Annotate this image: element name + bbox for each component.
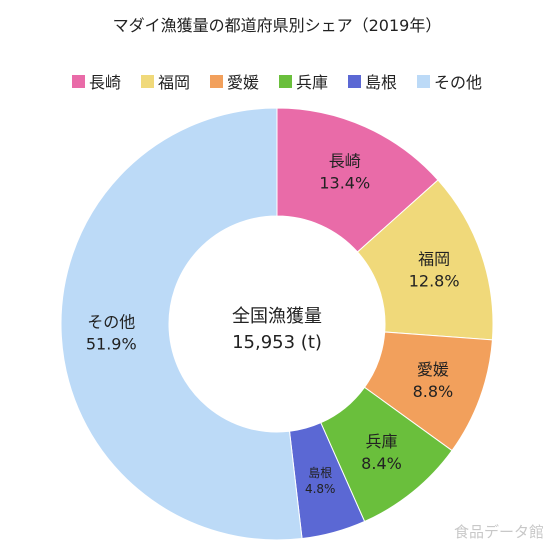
legend-label: 愛媛 [226,73,259,92]
slice-labels-group: 長崎 13.4% 福岡 12.8% 愛媛 8.8% 兵庫 8.4% 島根 4.8% その他 51.9% [86,151,460,496]
slice-label-value-ehime: 8.8% [413,382,454,401]
legend-item-other: その他 [417,70,482,92]
slice-label-name-hyogo: 兵庫 [366,432,398,451]
center-label-title: 全国漁獲量 [232,306,322,327]
slice-label-value-hyogo: 8.4% [361,454,402,473]
legend-item-ehime: 愛媛 [209,70,259,92]
legend-label: 福岡 [157,73,190,92]
slice-label-name-fukuoka: 福岡 [418,250,450,269]
slice-label-value-nagasaki: 13.4% [319,173,370,192]
slices-group [60,107,494,541]
legend-label: 長崎 [88,73,121,92]
legend-item-hyogo: 兵庫 [279,70,328,92]
slice-label-value-fukuoka: 12.8% [409,272,460,291]
legend-swatch [417,74,431,88]
legend: 長崎 福岡 愛媛 兵庫 島根 その他 [0,70,554,92]
watermark: 食品データ館 [453,523,544,541]
legend-item-fukuoka: 福岡 [140,70,190,92]
legend-item-shimane: 島根 [348,70,397,92]
slice-label-value-shimane: 4.8% [305,482,336,496]
slice-label-value-other: 51.9% [86,335,137,354]
slice-label-name-other: その他 [87,313,135,332]
chart-title: マダイ漁獲量の都道府県別シェア（2019年） [112,16,442,35]
legend-swatch [348,74,362,88]
legend-swatch [71,74,85,88]
legend-swatch [140,74,154,88]
slice-label-name-nagasaki: 長崎 [329,151,361,170]
slice-label-name-ehime: 愛媛 [417,360,449,379]
legend-label: 島根 [365,73,398,92]
legend-swatch [279,74,292,88]
legend-label: 兵庫 [296,73,329,92]
legend-item-nagasaki: 長崎 [71,70,121,92]
legend-swatch [209,74,223,88]
legend-label: その他 [434,73,483,92]
slice-label-name-shimane: 島根 [308,465,332,480]
center-label-value: 15,953 (t) [232,332,322,353]
slice-other [60,107,303,541]
